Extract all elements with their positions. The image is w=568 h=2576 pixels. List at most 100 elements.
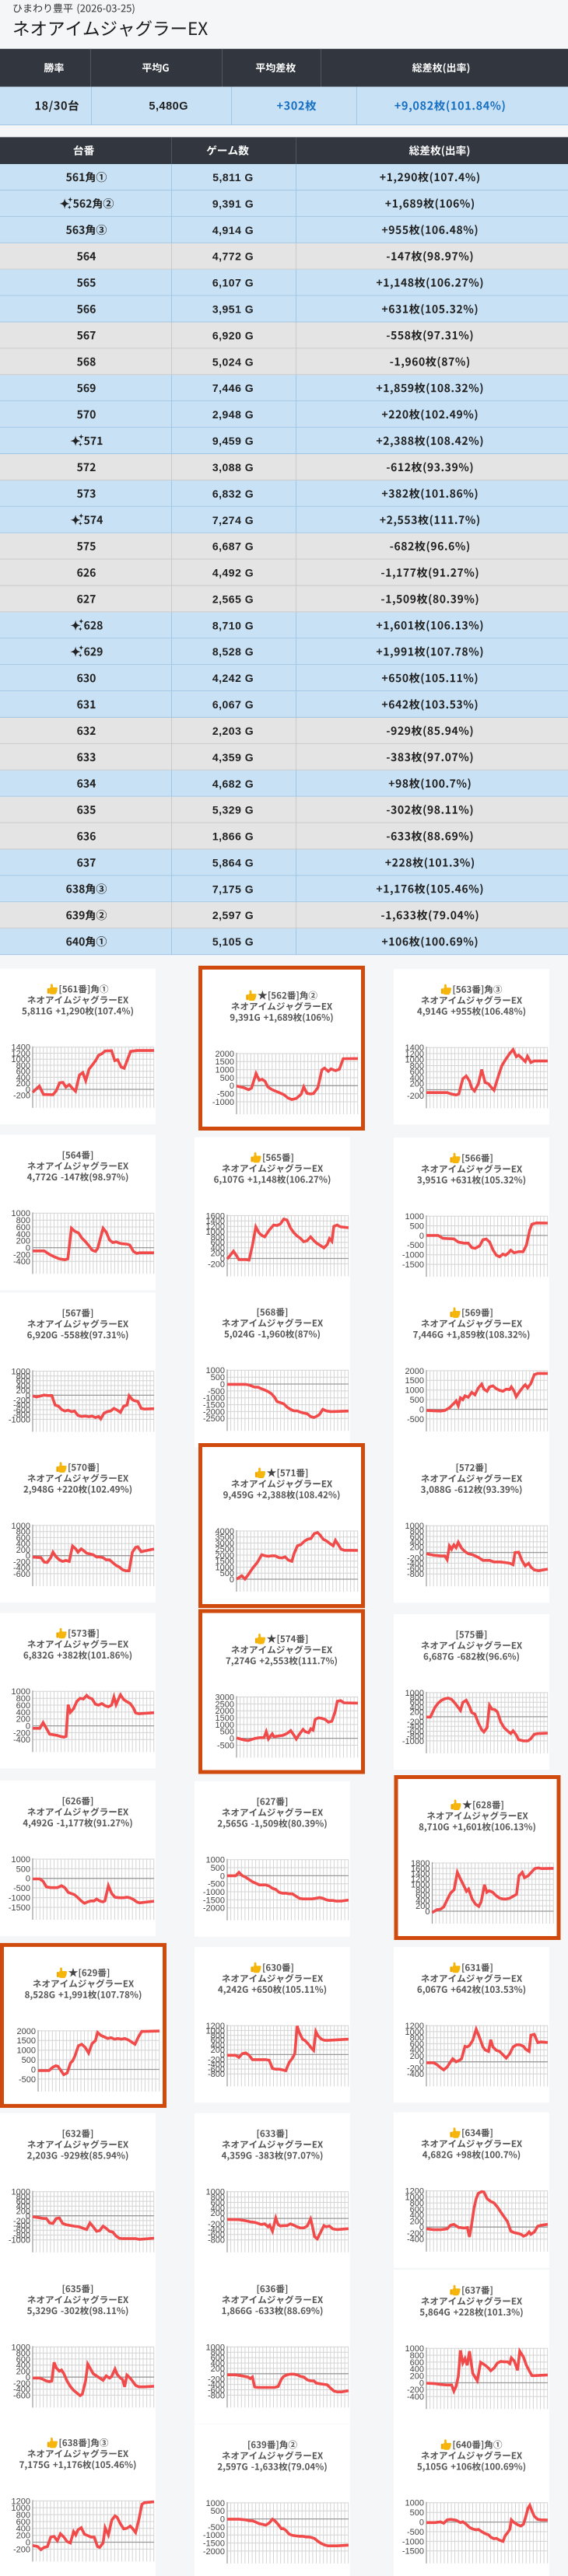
svg-text:600: 600 bbox=[410, 2039, 424, 2049]
svg-text:9,459 G: 9,459 G bbox=[212, 435, 254, 447]
svg-text:200: 200 bbox=[16, 1386, 30, 1396]
svg-text:800: 800 bbox=[16, 1216, 30, 1225]
svg-text:500: 500 bbox=[16, 1865, 30, 1874]
svg-text:4,682 G: 4,682 G bbox=[212, 778, 254, 790]
svg-text:-600: -600 bbox=[208, 2231, 225, 2240]
svg-text:1200: 1200 bbox=[405, 1050, 424, 1059]
svg-text:-500: -500 bbox=[407, 2528, 424, 2537]
svg-text:1200: 1200 bbox=[206, 2022, 225, 2031]
svg-text:0: 0 bbox=[220, 1872, 225, 1881]
svg-text:400: 400 bbox=[16, 1074, 30, 1083]
svg-text:600: 600 bbox=[415, 1891, 430, 1900]
svg-text:-1500: -1500 bbox=[402, 2547, 424, 2557]
svg-text:4,772 G: 4,772 G bbox=[212, 250, 254, 263]
svg-text:800: 800 bbox=[211, 2193, 225, 2203]
svg-text:1000: 1000 bbox=[206, 2026, 225, 2036]
svg-text:3000: 3000 bbox=[216, 1693, 234, 1702]
svg-text:0: 0 bbox=[230, 1575, 234, 1585]
svg-text:600: 600 bbox=[410, 2205, 424, 2214]
svg-text:-200: -200 bbox=[13, 2545, 30, 2554]
svg-text:1000: 1000 bbox=[206, 1228, 225, 1237]
svg-text:0: 0 bbox=[220, 2515, 225, 2525]
svg-text:400: 400 bbox=[211, 2359, 225, 2368]
svg-text:-400: -400 bbox=[208, 2060, 225, 2070]
svg-text:1000: 1000 bbox=[216, 1721, 234, 1730]
svg-text:800: 800 bbox=[410, 2034, 424, 2043]
svg-text:1000: 1000 bbox=[405, 1212, 424, 1222]
svg-text:-400: -400 bbox=[13, 2221, 30, 2231]
svg-text:-1000: -1000 bbox=[9, 2236, 30, 2246]
svg-text:1000: 1000 bbox=[206, 2188, 225, 2197]
svg-text:200: 200 bbox=[410, 1080, 424, 1089]
svg-text:-200: -200 bbox=[13, 2379, 30, 2389]
svg-text:-400: -400 bbox=[13, 1401, 30, 1410]
svg-text:-600: -600 bbox=[13, 2391, 30, 2400]
svg-text:800: 800 bbox=[410, 2199, 424, 2208]
svg-text:-1500: -1500 bbox=[203, 1896, 225, 1905]
svg-text:1000: 1000 bbox=[12, 2343, 30, 2352]
svg-text:600: 600 bbox=[16, 1377, 30, 1386]
svg-text:1000: 1000 bbox=[12, 1687, 30, 1697]
svg-text:0: 0 bbox=[419, 1232, 424, 1241]
svg-text:-2500: -2500 bbox=[203, 1414, 225, 1424]
svg-text:-200: -200 bbox=[13, 2217, 30, 2226]
svg-text:0: 0 bbox=[419, 1085, 424, 1095]
svg-text:-800: -800 bbox=[208, 2070, 225, 2079]
svg-text:8,710 G: 8,710 G bbox=[212, 619, 254, 631]
svg-text:-1500: -1500 bbox=[9, 1903, 30, 1913]
svg-text:7,175 G: 7,175 G bbox=[212, 883, 254, 895]
svg-text:1400: 1400 bbox=[12, 1043, 30, 1053]
svg-text:1000: 1000 bbox=[411, 1881, 430, 1890]
svg-text:400: 400 bbox=[16, 1230, 30, 1239]
svg-text:-200: -200 bbox=[13, 1250, 30, 1260]
svg-text:500: 500 bbox=[410, 2508, 424, 2518]
svg-text:-200: -200 bbox=[208, 2375, 225, 2385]
svg-text:600: 600 bbox=[410, 1068, 424, 1077]
svg-text:200: 200 bbox=[211, 2046, 225, 2055]
svg-text:500: 500 bbox=[22, 2056, 36, 2065]
svg-text:-200: -200 bbox=[407, 1554, 424, 1563]
svg-text:2500: 2500 bbox=[216, 1700, 234, 1709]
svg-text:-600: -600 bbox=[208, 2386, 225, 2395]
svg-text:6,687 G: 6,687 G bbox=[212, 540, 254, 553]
svg-text:200: 200 bbox=[16, 1715, 30, 1725]
svg-text:2000: 2000 bbox=[17, 2027, 36, 2036]
svg-text:200: 200 bbox=[211, 1250, 225, 1259]
svg-text:600: 600 bbox=[410, 1533, 424, 1542]
svg-text:1000: 1000 bbox=[17, 2046, 36, 2056]
svg-text:-800: -800 bbox=[208, 2236, 225, 2246]
svg-text:-1000: -1000 bbox=[203, 2531, 225, 2540]
svg-text:6,920 G: 6,920 G bbox=[212, 329, 254, 341]
svg-text:800: 800 bbox=[16, 1694, 30, 1704]
svg-text:1500: 1500 bbox=[216, 1057, 234, 1067]
svg-text:200: 200 bbox=[211, 2209, 225, 2218]
svg-text:-200: -200 bbox=[208, 2056, 225, 2065]
svg-text:-600: -600 bbox=[13, 1406, 30, 1415]
svg-text:0: 0 bbox=[220, 2370, 225, 2379]
svg-text:2,565 G: 2,565 G bbox=[212, 593, 254, 606]
svg-text:0: 0 bbox=[419, 1405, 424, 1414]
svg-text:1000: 1000 bbox=[206, 1856, 225, 1865]
svg-text:600: 600 bbox=[16, 1068, 30, 1077]
svg-text:-1000: -1000 bbox=[203, 1394, 225, 1403]
svg-text:-800: -800 bbox=[13, 1410, 30, 1420]
svg-text:-400: -400 bbox=[208, 2381, 225, 2390]
svg-text:800: 800 bbox=[16, 1528, 30, 1537]
svg-text:0: 0 bbox=[26, 1244, 30, 1253]
svg-text:-1000: -1000 bbox=[203, 1888, 225, 1897]
svg-text:2000: 2000 bbox=[216, 1707, 234, 1716]
svg-text:-1500: -1500 bbox=[402, 1260, 424, 1270]
svg-text:1000: 1000 bbox=[405, 1386, 424, 1396]
svg-text:4,242 G: 4,242 G bbox=[212, 672, 254, 684]
svg-text:0: 0 bbox=[26, 2538, 30, 2547]
svg-text:200: 200 bbox=[16, 2532, 30, 2541]
svg-text:500: 500 bbox=[211, 1373, 225, 1382]
svg-text:500: 500 bbox=[211, 2507, 225, 2516]
svg-text:-1000: -1000 bbox=[402, 1737, 424, 1746]
svg-text:-400: -400 bbox=[407, 2392, 424, 2402]
svg-text:0: 0 bbox=[26, 2373, 30, 2382]
svg-text:-1500: -1500 bbox=[203, 1401, 225, 1410]
svg-text:5,811 G: 5,811 G bbox=[212, 171, 254, 184]
svg-text:200: 200 bbox=[410, 2052, 424, 2061]
svg-text:1000: 1000 bbox=[405, 2028, 424, 2037]
